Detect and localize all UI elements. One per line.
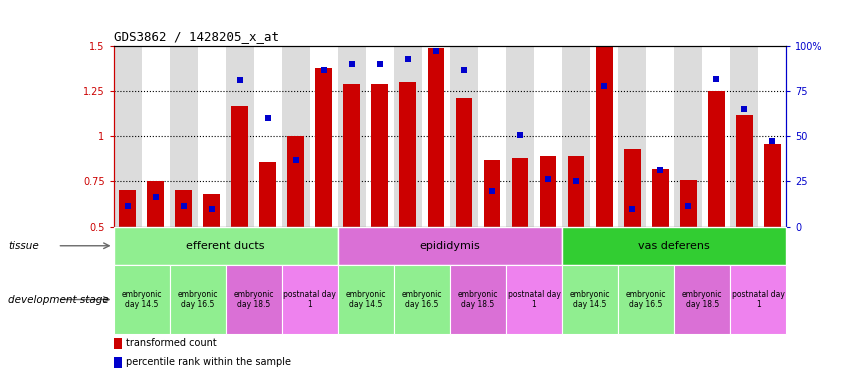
- Bar: [170, 46, 198, 227]
- Bar: [764, 144, 780, 227]
- Bar: [506, 265, 562, 334]
- Bar: [372, 84, 389, 227]
- Bar: [730, 265, 786, 334]
- Bar: [759, 46, 786, 227]
- Bar: [427, 48, 444, 227]
- Bar: [680, 180, 696, 227]
- Bar: [562, 265, 618, 334]
- Text: embryonic
day 14.5: embryonic day 14.5: [346, 290, 386, 309]
- Text: embryonic
day 16.5: embryonic day 16.5: [177, 290, 218, 309]
- Text: embryonic
day 18.5: embryonic day 18.5: [682, 290, 722, 309]
- Bar: [534, 46, 562, 227]
- Bar: [198, 46, 225, 227]
- Text: postnatal day
1: postnatal day 1: [732, 290, 785, 309]
- Bar: [562, 46, 590, 227]
- Text: postnatal day
1: postnatal day 1: [508, 290, 560, 309]
- Text: embryonic
day 16.5: embryonic day 16.5: [626, 290, 666, 309]
- Bar: [506, 46, 534, 227]
- Bar: [652, 169, 669, 227]
- Bar: [595, 23, 612, 227]
- Bar: [315, 68, 332, 227]
- Bar: [259, 162, 276, 227]
- Bar: [225, 265, 282, 334]
- Bar: [568, 156, 584, 227]
- Bar: [309, 46, 338, 227]
- Bar: [366, 46, 394, 227]
- Bar: [254, 46, 282, 227]
- Bar: [114, 46, 141, 227]
- Bar: [618, 265, 674, 334]
- Bar: [456, 98, 473, 227]
- Text: vas deferens: vas deferens: [638, 241, 710, 251]
- Bar: [338, 46, 366, 227]
- Bar: [618, 46, 646, 227]
- Bar: [338, 265, 394, 334]
- Text: percentile rank within the sample: percentile rank within the sample: [125, 358, 291, 367]
- Bar: [422, 46, 450, 227]
- Bar: [730, 46, 759, 227]
- Bar: [282, 265, 338, 334]
- Bar: [624, 149, 641, 227]
- Bar: [562, 227, 786, 265]
- Bar: [484, 160, 500, 227]
- Text: embryonic
day 14.5: embryonic day 14.5: [570, 290, 611, 309]
- Bar: [114, 357, 122, 368]
- Bar: [450, 265, 506, 334]
- Text: efferent ducts: efferent ducts: [187, 241, 265, 251]
- Bar: [674, 46, 702, 227]
- Bar: [114, 227, 338, 265]
- Text: development stage: development stage: [8, 295, 109, 305]
- Bar: [394, 265, 450, 334]
- Bar: [736, 115, 753, 227]
- Bar: [119, 190, 136, 227]
- Text: GDS3862 / 1428205_x_at: GDS3862 / 1428205_x_at: [114, 30, 278, 43]
- Bar: [288, 136, 304, 227]
- Bar: [399, 82, 416, 227]
- Bar: [225, 46, 254, 227]
- Bar: [394, 46, 422, 227]
- Bar: [646, 46, 674, 227]
- Bar: [478, 46, 506, 227]
- Bar: [170, 265, 225, 334]
- Bar: [114, 338, 122, 349]
- Text: transformed count: transformed count: [125, 338, 216, 348]
- Bar: [450, 46, 478, 227]
- Bar: [114, 265, 170, 334]
- Bar: [175, 190, 192, 227]
- Bar: [282, 46, 309, 227]
- Text: embryonic
day 14.5: embryonic day 14.5: [121, 290, 161, 309]
- Bar: [204, 194, 220, 227]
- Text: postnatal day
1: postnatal day 1: [283, 290, 336, 309]
- Text: embryonic
day 16.5: embryonic day 16.5: [402, 290, 442, 309]
- Bar: [147, 182, 164, 227]
- Text: tissue: tissue: [8, 241, 40, 251]
- Bar: [511, 158, 528, 227]
- Text: epididymis: epididymis: [420, 241, 480, 251]
- Text: embryonic
day 18.5: embryonic day 18.5: [234, 290, 274, 309]
- Bar: [708, 91, 725, 227]
- Bar: [702, 46, 730, 227]
- Text: embryonic
day 18.5: embryonic day 18.5: [458, 290, 498, 309]
- Bar: [674, 265, 730, 334]
- Bar: [590, 46, 618, 227]
- Bar: [343, 84, 360, 227]
- Bar: [540, 156, 557, 227]
- Bar: [231, 106, 248, 227]
- Bar: [141, 46, 170, 227]
- Bar: [338, 227, 562, 265]
